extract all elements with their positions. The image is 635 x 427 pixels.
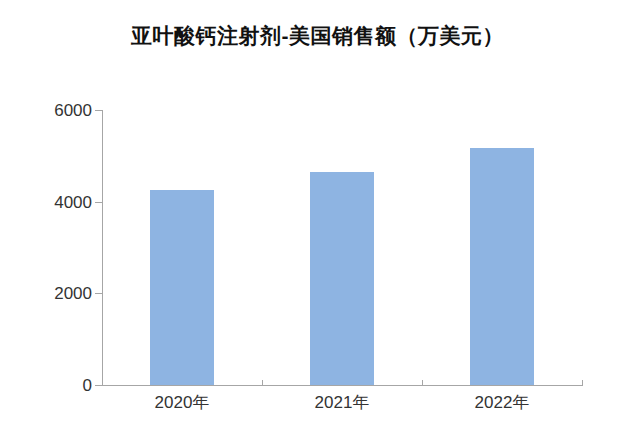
x-axis-tick: [262, 380, 263, 385]
x-axis-tick: [422, 380, 423, 385]
bar: [310, 172, 374, 385]
bar: [150, 190, 214, 385]
x-tick-label: 2020年: [122, 394, 242, 411]
x-tick-label: 2022年: [442, 394, 562, 411]
y-tick-label: 0: [40, 377, 92, 394]
y-axis-tick: [95, 202, 102, 203]
x-axis-line: [102, 385, 583, 386]
y-axis-tick: [95, 110, 102, 111]
bar: [470, 148, 534, 385]
y-tick-label: 4000: [40, 194, 92, 211]
y-axis-line: [102, 110, 103, 386]
x-tick-label: 2021年: [282, 394, 402, 411]
y-axis-tick: [95, 293, 102, 294]
chart-title: 亚叶酸钙注射剂-美国销售额（万美元）: [0, 22, 635, 50]
x-axis-tick: [582, 380, 583, 385]
bar-chart: 亚叶酸钙注射剂-美国销售额（万美元） 0 2000 4000 6000 2020年 202…: [0, 0, 635, 427]
y-axis-tick: [95, 385, 102, 386]
y-tick-label: 2000: [40, 285, 92, 302]
y-tick-label: 6000: [40, 102, 92, 119]
